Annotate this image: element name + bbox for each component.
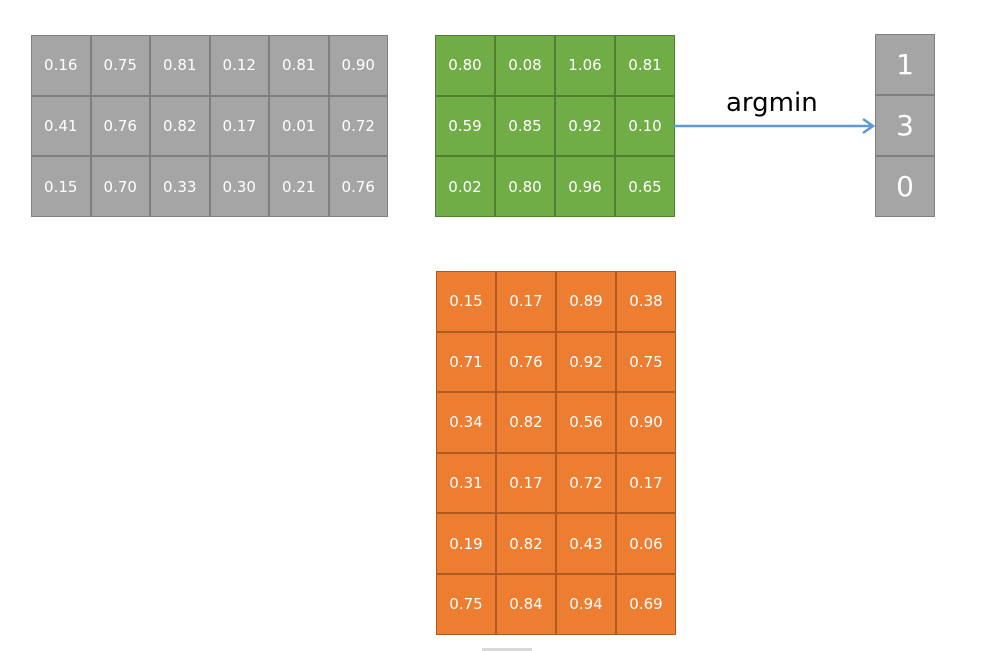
orange-matrix-cell: 0.31 <box>436 452 496 514</box>
orange-matrix: 0.15 0.17 0.89 0.38 0.71 0.76 0.92 0.75 … <box>436 271 676 635</box>
argmin-label: argmin <box>726 88 818 118</box>
orange-matrix-cell: 0.84 <box>496 573 556 635</box>
orange-matrix-cell: 0.89 <box>556 271 616 332</box>
gray-matrix-cell: 0.81 <box>269 35 329 96</box>
orange-matrix-cell: 0.69 <box>616 573 676 635</box>
orange-matrix-cell: 0.76 <box>496 331 556 393</box>
gray-matrix-cell: 0.17 <box>209 95 269 157</box>
gray-matrix-cell: 0.16 <box>31 35 91 96</box>
green-matrix-cell: 0.81 <box>615 35 675 96</box>
orange-matrix-cell: 0.34 <box>436 392 496 453</box>
orange-matrix-cell: 0.72 <box>556 452 616 514</box>
gray-matrix-cell: 0.33 <box>150 156 210 218</box>
green-matrix-cell: 0.80 <box>435 35 495 96</box>
orange-matrix-cell: 0.17 <box>496 271 556 332</box>
gray-matrix-cell: 0.90 <box>328 35 388 96</box>
gray-matrix-cell: 0.81 <box>150 35 210 96</box>
orange-matrix-cell: 0.15 <box>436 271 496 332</box>
green-matrix-cell: 1.06 <box>555 35 615 96</box>
orange-matrix-cell: 0.17 <box>616 452 676 514</box>
green-matrix-cell: 0.92 <box>555 95 615 157</box>
gray-matrix-cell: 0.82 <box>150 95 210 157</box>
gray-matrix-cell: 0.15 <box>31 156 91 218</box>
orange-matrix-cell: 0.17 <box>496 452 556 514</box>
green-matrix-cell: 0.96 <box>555 156 615 218</box>
orange-matrix-cell: 0.82 <box>496 392 556 453</box>
gray-matrix-cell: 0.41 <box>31 95 91 157</box>
gray-matrix-cell: 0.76 <box>90 95 150 157</box>
green-matrix-cell: 0.85 <box>495 95 555 157</box>
gray-matrix-cell: 0.75 <box>90 35 150 96</box>
orange-matrix-cell: 0.56 <box>556 392 616 453</box>
cropped-shape-fragment <box>482 648 532 651</box>
argmin-output-cell: 3 <box>875 95 935 156</box>
gray-matrix: 0.16 0.75 0.81 0.12 0.81 0.90 0.41 0.76 … <box>31 35 388 218</box>
orange-matrix-cell: 0.71 <box>436 331 496 393</box>
orange-matrix-cell: 0.94 <box>556 573 616 635</box>
orange-matrix-cell: 0.82 <box>496 513 556 574</box>
argmin-output-vector: 1 3 0 <box>875 34 935 217</box>
gray-matrix-cell: 0.70 <box>90 156 150 218</box>
argmin-arrow <box>674 117 876 135</box>
orange-matrix-cell: 0.92 <box>556 331 616 393</box>
gray-matrix-cell: 0.30 <box>209 156 269 218</box>
gray-matrix-cell: 0.12 <box>209 35 269 96</box>
orange-matrix-cell: 0.90 <box>616 392 676 453</box>
green-matrix-cell: 0.02 <box>435 156 495 218</box>
green-matrix-cell: 0.65 <box>615 156 675 218</box>
green-matrix-cell: 0.08 <box>495 35 555 96</box>
green-matrix-cell: 0.80 <box>495 156 555 218</box>
gray-matrix-cell: 0.76 <box>328 156 388 218</box>
gray-matrix-cell: 0.21 <box>269 156 329 218</box>
green-matrix-cell: 0.10 <box>615 95 675 157</box>
orange-matrix-cell: 0.75 <box>436 573 496 635</box>
argmin-output-cell: 1 <box>875 34 935 95</box>
orange-matrix-cell: 0.19 <box>436 513 496 574</box>
orange-matrix-cell: 0.38 <box>616 271 676 332</box>
green-matrix: 0.80 0.08 1.06 0.81 0.59 0.85 0.92 0.10 … <box>435 35 675 218</box>
orange-matrix-cell: 0.43 <box>556 513 616 574</box>
gray-matrix-cell: 0.01 <box>269 95 329 157</box>
orange-matrix-cell: 0.75 <box>616 331 676 393</box>
argmin-output-cell: 0 <box>875 156 935 217</box>
orange-matrix-cell: 0.06 <box>616 513 676 574</box>
green-matrix-cell: 0.59 <box>435 95 495 157</box>
gray-matrix-cell: 0.72 <box>328 95 388 157</box>
